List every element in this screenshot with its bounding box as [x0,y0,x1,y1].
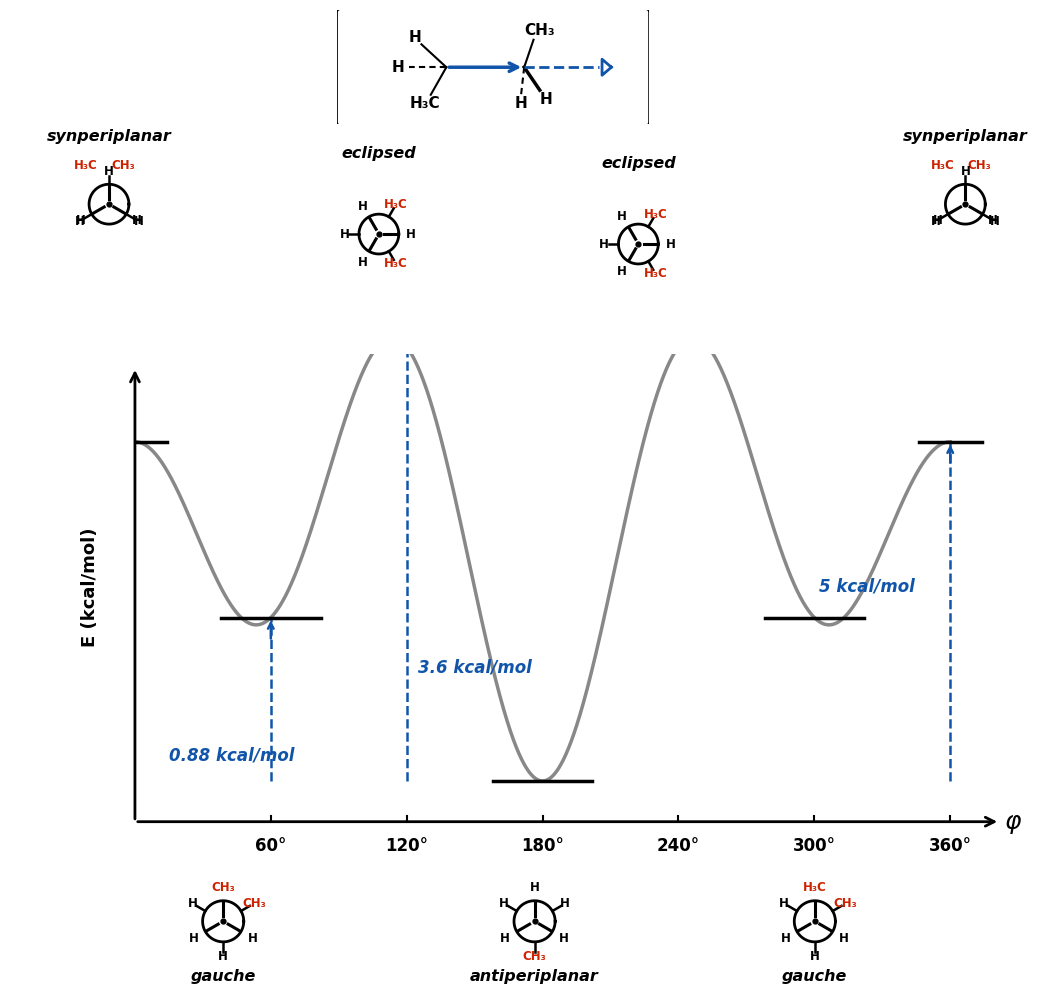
Text: 180°: 180° [521,837,564,855]
Text: H: H [218,950,228,963]
Text: 240°: 240° [657,837,700,855]
Text: H: H [104,165,114,178]
Text: H: H [960,165,971,178]
Text: H₃C: H₃C [931,159,954,172]
Text: H: H [810,950,820,963]
Text: H: H [188,897,197,910]
Text: CH₃: CH₃ [111,159,135,172]
Text: H: H [780,897,789,910]
FancyBboxPatch shape [336,8,650,126]
Text: φ: φ [1005,810,1021,834]
Text: eclipsed: eclipsed [342,146,416,161]
Text: H: H [76,214,86,227]
Text: H: H [618,266,627,279]
Text: 300°: 300° [793,837,836,855]
Text: 120°: 120° [385,837,429,855]
Text: H: H [132,214,142,227]
Text: H: H [409,30,421,45]
Text: H: H [499,897,509,910]
Text: H: H [599,237,609,251]
Text: CH₃: CH₃ [242,897,266,910]
Text: CH₃: CH₃ [523,950,546,963]
Text: H: H [540,92,552,107]
Text: H: H [515,97,527,112]
Text: synperiplanar: synperiplanar [903,129,1028,144]
Text: H: H [189,932,198,945]
Text: H: H [781,932,790,945]
Text: H: H [358,199,367,212]
Text: 60°: 60° [255,837,286,855]
Text: H₃C: H₃C [644,267,667,280]
Text: H: H [134,215,143,228]
Text: CH₃: CH₃ [524,23,555,38]
Text: H: H [618,209,627,222]
Text: CH₃: CH₃ [834,897,857,910]
Text: H: H [529,880,540,893]
Text: H₃C: H₃C [409,97,440,112]
Text: H: H [406,227,416,241]
Text: H: H [561,897,570,910]
Text: eclipsed: eclipsed [601,156,676,171]
Text: H₃C: H₃C [384,257,408,270]
Text: H: H [500,932,510,945]
Text: CH₃: CH₃ [967,159,991,172]
Text: H₃C: H₃C [644,208,667,221]
Text: H: H [358,256,367,269]
Text: H₃C: H₃C [75,159,98,172]
Text: H: H [559,932,569,945]
Text: H: H [932,214,943,227]
Text: antiperiplanar: antiperiplanar [470,969,599,984]
Text: H: H [840,932,849,945]
Text: H: H [75,215,84,228]
Text: 3.6 kcal/mol: 3.6 kcal/mol [418,658,531,676]
Text: E (kcal/mol): E (kcal/mol) [81,528,99,647]
Text: CH₃: CH₃ [212,880,235,893]
Text: H: H [391,60,405,75]
Text: H: H [990,215,1000,228]
Text: H₃C: H₃C [384,198,408,211]
Text: synperiplanar: synperiplanar [47,129,171,144]
Text: 0.88 kcal/mol: 0.88 kcal/mol [169,747,295,765]
Text: H: H [931,215,940,228]
Text: gauche: gauche [783,969,847,984]
Text: 360°: 360° [929,837,972,855]
Text: H: H [988,214,999,227]
Text: H: H [665,237,676,251]
Text: gauche: gauche [191,969,255,984]
Text: 5 kcal/mol: 5 kcal/mol [819,577,914,595]
Text: H: H [339,227,350,241]
Text: H₃C: H₃C [803,880,826,893]
Text: H: H [248,932,257,945]
